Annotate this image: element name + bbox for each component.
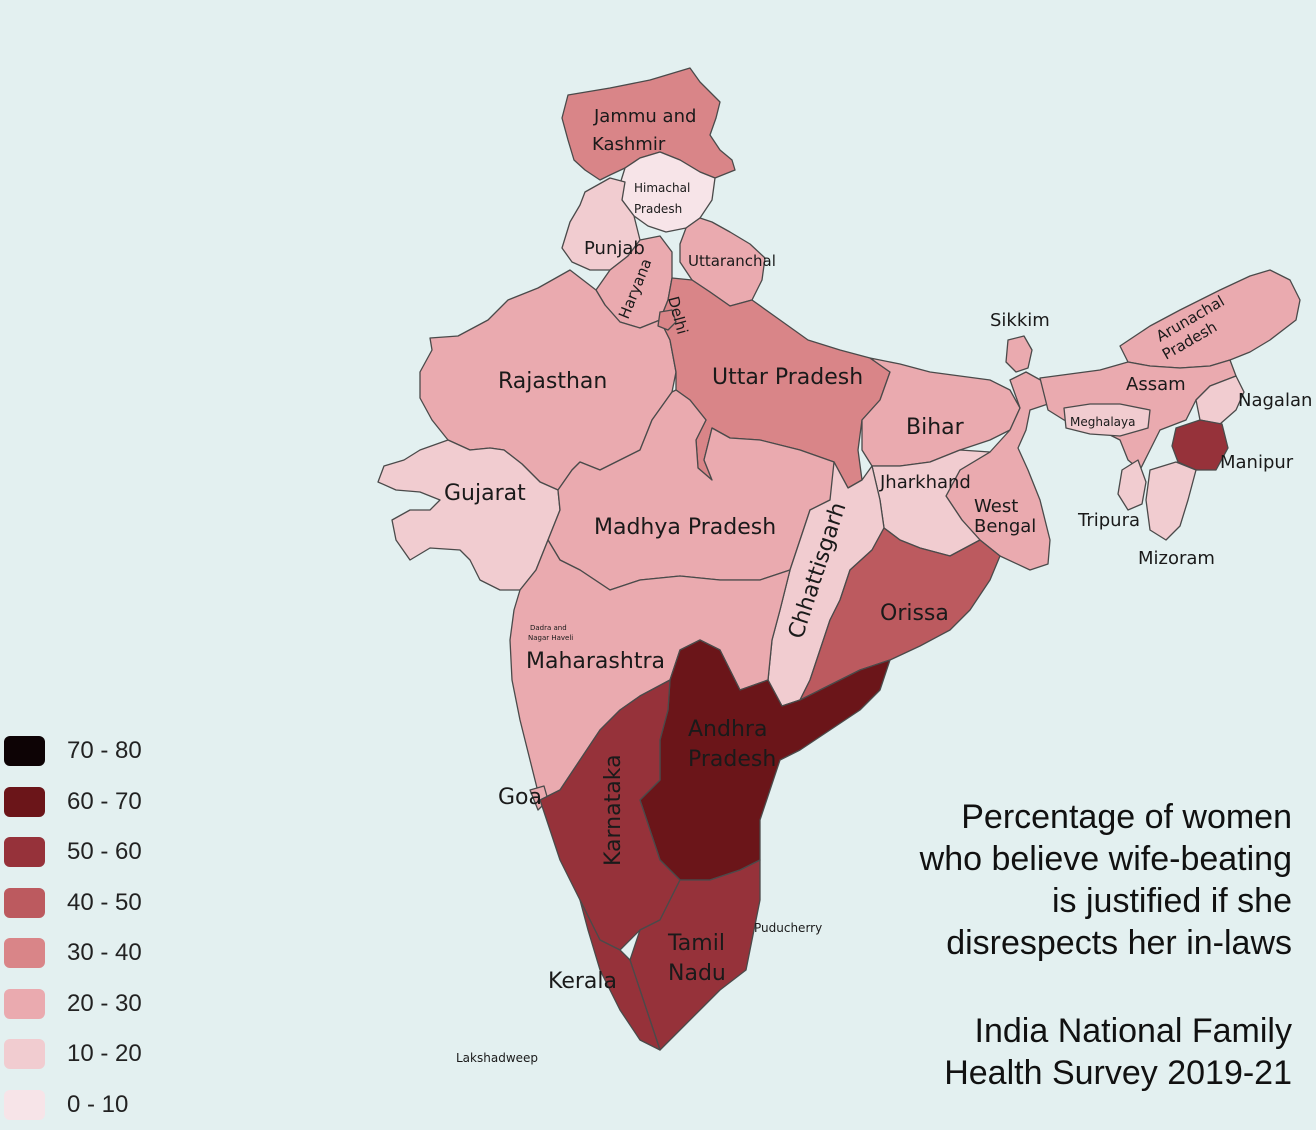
source-line: India National Family — [852, 1010, 1292, 1052]
label-kerala: Kerala — [548, 969, 617, 994]
legend-item: 0 - 10 — [4, 1080, 142, 1130]
legend-item: 20 - 30 — [4, 979, 142, 1030]
label-andhra-1: Andhra — [688, 717, 767, 742]
legend-item: 40 - 50 — [4, 878, 142, 929]
source-note: India National Family Health Survey 2019… — [852, 1010, 1292, 1094]
label-sikkim: Sikkim — [990, 310, 1050, 331]
label-orissa: Orissa — [880, 601, 949, 626]
label-mizoram: Mizoram — [1138, 548, 1215, 569]
label-west-bengal-2: Bengal — [974, 516, 1036, 537]
legend-swatch — [4, 1090, 45, 1120]
legend-item: 30 - 40 — [4, 928, 142, 979]
label-lakshadweep: Lakshadweep — [456, 1051, 538, 1065]
label-goa: Goa — [498, 785, 542, 810]
label-dadra-2: Nagar Haveli — [528, 634, 573, 642]
legend-swatch — [4, 888, 45, 918]
label-karnataka: Karnataka — [601, 754, 626, 866]
label-nagaland: Nagalan — [1238, 390, 1312, 411]
label-tripura: Tripura — [1077, 510, 1140, 531]
legend-item: 50 - 60 — [4, 827, 142, 878]
legend-label: 10 - 20 — [67, 1040, 142, 1068]
label-himachal-1: Himachal — [634, 181, 690, 195]
legend-swatch — [4, 736, 45, 766]
label-bihar: Bihar — [906, 415, 965, 440]
state-mizoram[interactable] — [1146, 462, 1196, 540]
label-uttaranchal: Uttaranchal — [688, 252, 776, 270]
caption-line: Percentage of women — [852, 796, 1292, 838]
legend-label: 20 - 30 — [67, 990, 142, 1018]
legend-swatch — [4, 837, 45, 867]
legend-item: 10 - 20 — [4, 1029, 142, 1080]
label-andhra-2: Pradesh — [688, 747, 776, 772]
legend-swatch — [4, 787, 45, 817]
label-jharkhand: Jharkhand — [879, 472, 971, 493]
legend-label: 70 - 80 — [67, 737, 142, 765]
map-caption: Percentage of women who believe wife-bea… — [852, 796, 1292, 964]
legend: 70 - 80 60 - 70 50 - 60 40 - 50 30 - 40 … — [4, 726, 142, 1130]
label-jammu-kashmir-2: Kashmir — [592, 134, 666, 155]
legend-swatch — [4, 938, 45, 968]
legend-label: 0 - 10 — [67, 1091, 128, 1119]
caption-line: who believe wife-beating — [852, 838, 1292, 880]
label-tamil-nadu-2: Nadu — [668, 961, 726, 986]
legend-swatch — [4, 989, 45, 1019]
label-uttar-pradesh: Uttar Pradesh — [712, 365, 863, 390]
state-sikkim[interactable] — [1006, 336, 1032, 372]
legend-item: 70 - 80 — [4, 726, 142, 777]
label-madhya-pradesh: Madhya Pradesh — [594, 515, 776, 540]
legend-label: 50 - 60 — [67, 838, 142, 866]
caption-line: disrespects her in-laws — [852, 922, 1292, 964]
legend-label: 40 - 50 — [67, 889, 142, 917]
label-meghalaya: Meghalaya — [1070, 415, 1135, 429]
label-tamil-nadu-1: Tamil — [667, 931, 725, 956]
legend-swatch — [4, 1039, 45, 1069]
label-manipur: Manipur — [1220, 452, 1294, 473]
label-punjab: Punjab — [584, 238, 645, 259]
label-puducherry: Puducherry — [754, 921, 822, 935]
legend-item: 60 - 70 — [4, 777, 142, 828]
label-dadra-1: Dadra and — [530, 624, 567, 632]
label-rajasthan: Rajasthan — [498, 369, 607, 394]
label-gujarat: Gujarat — [444, 481, 526, 506]
legend-label: 30 - 40 — [67, 939, 142, 967]
label-jammu-kashmir-1: Jammu and — [593, 106, 696, 127]
label-west-bengal-1: West — [974, 496, 1018, 517]
label-himachal-2: Pradesh — [634, 202, 682, 216]
label-assam: Assam — [1126, 374, 1186, 395]
label-maharashtra: Maharashtra — [526, 649, 665, 674]
legend-label: 60 - 70 — [67, 788, 142, 816]
caption-line: is justified if she — [852, 880, 1292, 922]
source-line: Health Survey 2019-21 — [852, 1052, 1292, 1094]
